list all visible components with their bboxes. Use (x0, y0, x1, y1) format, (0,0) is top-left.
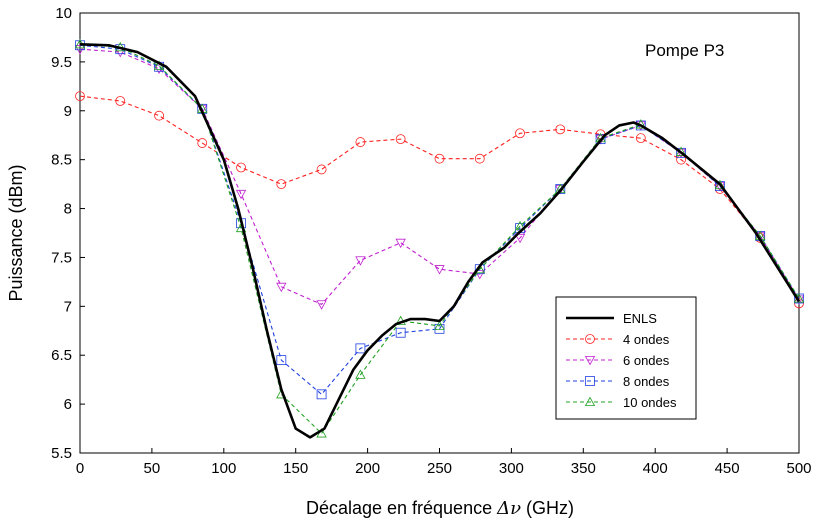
point-4-ondes-2 (154, 110, 164, 121)
x-tick-label-100: 100 (211, 460, 236, 477)
point-4-ondes-12 (555, 124, 566, 135)
x-tick-label-0: 0 (76, 460, 84, 477)
x-tick-label-200: 200 (355, 460, 380, 477)
point-8-ondes-6 (316, 389, 327, 400)
point-6-ondes-7 (355, 256, 366, 266)
point-8-ondes-15 (676, 147, 686, 158)
chart-annotation: Pompe P3 (645, 41, 724, 60)
y-tick-label-6: 8.5 (51, 152, 72, 169)
ticks-layer: 0 50 100 150 200 250 300 350 400 450 500 5.5 6 6.5 7 7.… (51, 5, 811, 477)
point-6-ondes-4 (235, 189, 247, 200)
x-tick-label-150: 150 (283, 460, 308, 477)
point-10-ondes-16 (714, 179, 726, 190)
series-line-4-ondes (79, 95, 800, 304)
point-4-ondes-7 (355, 137, 366, 147)
legend-label-8-ondes: 8 ondes (623, 374, 670, 389)
legend-marker-4-ondes (585, 334, 595, 344)
point-8-ondes-5 (276, 355, 287, 366)
series-enls (79, 42, 801, 439)
point-4-ondes-8 (395, 134, 406, 145)
x-tick-label-500: 500 (786, 460, 811, 477)
series-line-enls (79, 42, 801, 439)
series-layer (74, 38, 805, 439)
y-tick-label-4: 7.5 (51, 249, 72, 266)
x-axis-title-suffix: (GHz) (521, 498, 574, 518)
point-4-ondes-6 (316, 164, 327, 175)
series-line-10-ondes (79, 43, 800, 434)
point-6-ondes-5 (276, 282, 287, 293)
point-6-ondes-9 (434, 265, 445, 275)
point-4-ondes-5 (276, 179, 287, 190)
legend-marker-6-ondes (584, 355, 596, 366)
point-10-ondes-11 (514, 220, 526, 231)
y-tick-label-7: 9 (64, 103, 72, 120)
point-4-ondes-11 (515, 128, 525, 139)
point-6-ondes-6 (316, 300, 327, 310)
y-tick-label-5: 8 (64, 201, 72, 218)
point-8-ondes-16 (715, 181, 725, 191)
legend: ENLS 4 ondes 6 ondes 8 ondes 10 ondes (555, 296, 697, 420)
x-tick-label-450: 450 (715, 460, 740, 477)
point-6-ondes-10 (474, 270, 485, 280)
y-tick-label-2: 6.5 (51, 347, 72, 364)
y-tick-label-0: 5.5 (51, 445, 72, 462)
point-6-ondes-11 (514, 233, 526, 244)
point-8-ondes-8 (395, 327, 406, 338)
legend-label-4-ondes: 4 ondes (623, 332, 670, 347)
point-4-ondes-0 (75, 91, 85, 102)
legend-marker-8-ondes (585, 376, 595, 386)
x-tick-label-50: 50 (144, 460, 161, 477)
point-4-ondes-9 (434, 153, 445, 164)
point-4-ondes-4 (236, 162, 246, 173)
y-tick-label-3: 7 (64, 298, 72, 315)
legend-marker-10-ondes (584, 396, 596, 407)
x-tick-label-300: 300 (499, 460, 524, 477)
y-axis-title: Puissance (dBm) (6, 164, 26, 301)
y-tick-label-1: 6 (64, 396, 72, 413)
point-4-ondes-10 (474, 153, 485, 164)
series-4-ondes (75, 91, 804, 309)
point-8-ondes-13 (595, 134, 606, 145)
point-8-ondes-7 (355, 343, 366, 354)
point-4-ondes-1 (115, 96, 126, 106)
x-axis-title: Décalage en fréquence Δν (GHz) (306, 498, 574, 519)
point-10-ondes-9 (434, 320, 445, 330)
x-axis-title-prefix: Décalage en fréquence (306, 498, 497, 518)
legend-label-6-ondes: 6 ondes (623, 353, 670, 368)
point-4-ondes-3 (197, 138, 208, 148)
x-tick-label-400: 400 (643, 460, 668, 477)
x-axis-title-symbol: Δν (496, 498, 521, 519)
series-line-8-ondes (79, 44, 800, 395)
point-4-ondes-14 (635, 133, 646, 144)
point-6-ondes-8 (395, 238, 406, 249)
point-10-ondes-7 (355, 369, 366, 379)
y-tick-label-9: 10 (55, 5, 72, 22)
legend-label-enls: ENLS (623, 311, 657, 326)
y-tick-label-8: 9.5 (51, 54, 72, 71)
legend-label-10-ondes: 10 ondes (623, 395, 677, 410)
x-tick-label-250: 250 (427, 460, 452, 477)
x-tick-label-350: 350 (571, 460, 596, 477)
